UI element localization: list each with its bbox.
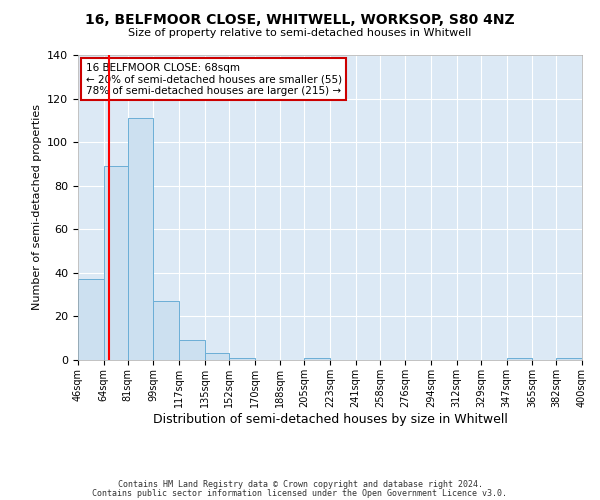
Bar: [506, 358, 532, 360]
Bar: [304, 358, 330, 360]
Y-axis label: Number of semi-detached properties: Number of semi-detached properties: [32, 104, 41, 310]
Bar: [154, 301, 179, 360]
Text: 16 BELFMOOR CLOSE: 68sqm
← 20% of semi-detached houses are smaller (55)
78% of s: 16 BELFMOOR CLOSE: 68sqm ← 20% of semi-d…: [86, 62, 341, 96]
Bar: [78, 280, 104, 360]
Bar: [179, 340, 205, 360]
Bar: [128, 118, 154, 360]
Text: 16, BELFMOOR CLOSE, WHITWELL, WORKSOP, S80 4NZ: 16, BELFMOOR CLOSE, WHITWELL, WORKSOP, S…: [85, 12, 515, 26]
Bar: [104, 166, 128, 360]
Text: Contains HM Land Registry data © Crown copyright and database right 2024.: Contains HM Land Registry data © Crown c…: [118, 480, 482, 489]
Bar: [229, 358, 254, 360]
Text: Size of property relative to semi-detached houses in Whitwell: Size of property relative to semi-detach…: [128, 28, 472, 38]
Text: Contains public sector information licensed under the Open Government Licence v3: Contains public sector information licen…: [92, 488, 508, 498]
X-axis label: Distribution of semi-detached houses by size in Whitwell: Distribution of semi-detached houses by …: [152, 412, 508, 426]
Bar: [205, 354, 229, 360]
Bar: [556, 358, 582, 360]
